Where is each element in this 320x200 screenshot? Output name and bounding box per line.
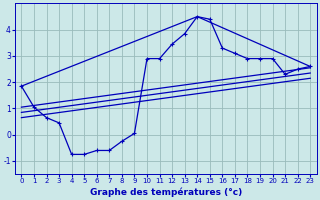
X-axis label: Graphe des températures (°c): Graphe des températures (°c) xyxy=(90,187,242,197)
